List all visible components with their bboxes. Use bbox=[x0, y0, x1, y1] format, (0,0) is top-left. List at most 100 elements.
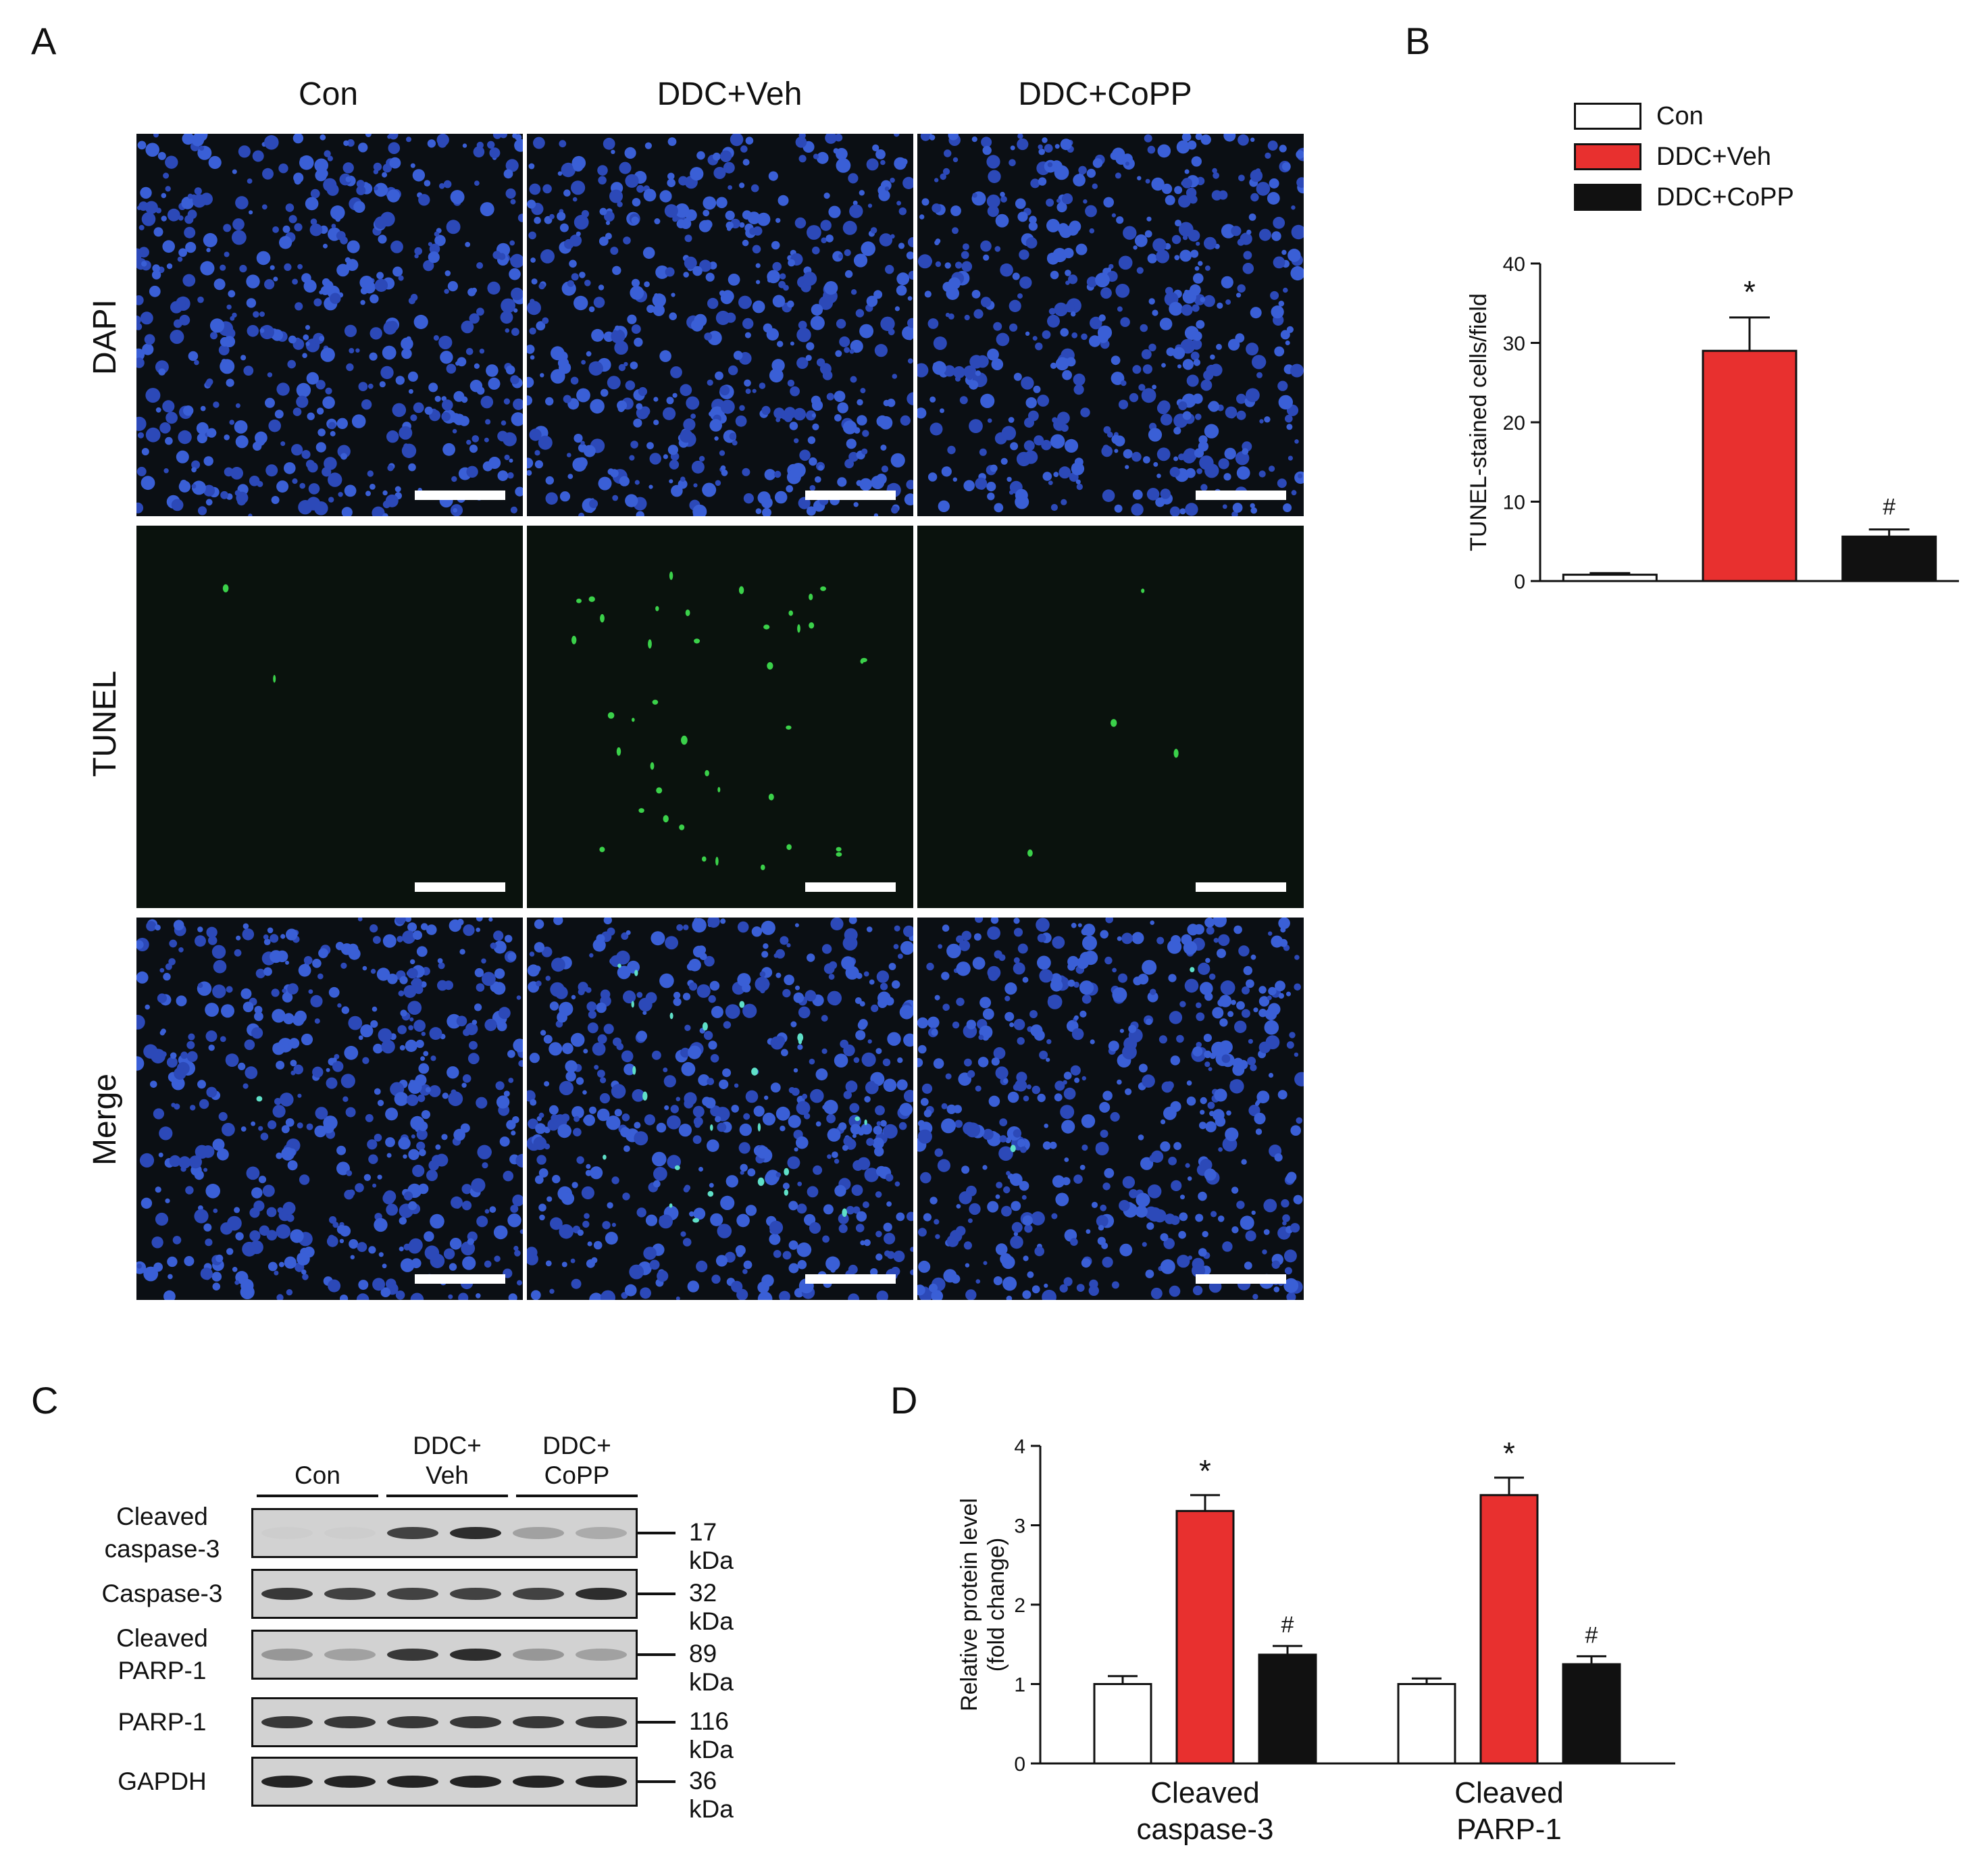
group-line-2: Con bbox=[295, 1461, 340, 1489]
y-tick-label: 3 bbox=[1014, 1515, 1025, 1538]
blot-label-line: PARP-1 bbox=[118, 1657, 207, 1684]
bar-con bbox=[1093, 1683, 1152, 1765]
kda-label: 36 kDa bbox=[689, 1767, 734, 1823]
blot-label-line: caspase-3 bbox=[104, 1535, 220, 1563]
micrograph-texture bbox=[136, 134, 523, 516]
blot-bands bbox=[261, 1588, 627, 1600]
legend-label-ddc-veh: DDC+Veh bbox=[1656, 142, 1772, 171]
group-underline bbox=[516, 1495, 638, 1497]
blot-band bbox=[450, 1716, 501, 1728]
legend-item-ddc-veh: DDC+Veh bbox=[1574, 136, 1794, 177]
y-tick-label: 1 bbox=[1014, 1674, 1025, 1697]
bar-ddc-copp bbox=[1841, 535, 1937, 582]
chart-b-tunel-counts: 0 10 20 30 40 TUNEL-stained cells/field * # bbox=[1466, 253, 1959, 593]
blot-band bbox=[450, 1527, 501, 1539]
y-tick-label: 10 bbox=[1503, 492, 1525, 514]
kda-label: 17 kDa bbox=[689, 1518, 734, 1574]
blot-label: Cleaved PARP-1 bbox=[88, 1622, 236, 1687]
scale-bar bbox=[415, 882, 505, 892]
micrograph-dapi-con bbox=[136, 134, 523, 516]
bar-ddc-veh bbox=[1479, 1494, 1539, 1765]
y-axis-label-line: Relative protein level bbox=[957, 1498, 982, 1711]
blot-band bbox=[450, 1588, 501, 1600]
micrograph-merge-con bbox=[136, 918, 523, 1300]
micrograph-texture bbox=[917, 134, 1304, 516]
group-line-1: DDC+ bbox=[542, 1432, 611, 1459]
blot-bands bbox=[261, 1716, 627, 1728]
y-axis-label: Relative protein level (fold change) bbox=[957, 1498, 1009, 1711]
x-category-label: Cleaved bbox=[1150, 1776, 1259, 1809]
scale-bar bbox=[415, 1274, 505, 1284]
legend-swatch-con bbox=[1574, 103, 1641, 130]
blot-label: Cleaved caspase-3 bbox=[88, 1501, 236, 1565]
blot-label-line: PARP-1 bbox=[118, 1708, 207, 1736]
y-axis-label: TUNEL-stained cells/field bbox=[1466, 293, 1492, 551]
micrograph-tunel-ddc-veh bbox=[527, 526, 913, 908]
micrograph-merge-ddc-copp bbox=[917, 918, 1304, 1300]
group-underline bbox=[257, 1495, 378, 1497]
bar-ddc-copp bbox=[1258, 1653, 1317, 1765]
significance-mark: # bbox=[1281, 1612, 1294, 1638]
blot-label-line: GAPDH bbox=[118, 1767, 207, 1795]
bar-con bbox=[1397, 1683, 1456, 1765]
significance-mark: * bbox=[1743, 274, 1756, 309]
micrograph-texture bbox=[1027, 588, 1179, 857]
blot-label: PARP-1 bbox=[88, 1706, 236, 1738]
blot-strip bbox=[251, 1569, 638, 1619]
blot-band bbox=[513, 1716, 564, 1728]
kda-label: 89 kDa bbox=[689, 1640, 734, 1696]
legend-item-ddc-copp: DDC+CoPP bbox=[1574, 177, 1794, 218]
blot-band bbox=[513, 1588, 564, 1600]
blot-band bbox=[387, 1716, 438, 1728]
bar-ddc-copp bbox=[1562, 1663, 1621, 1765]
group-underline bbox=[386, 1495, 508, 1497]
legend-swatch-ddc-copp bbox=[1574, 184, 1641, 211]
blot-band bbox=[513, 1527, 564, 1539]
column-label-ddc-copp: DDC+CoPP bbox=[1018, 76, 1192, 112]
x-category-label: PARP-1 bbox=[1456, 1813, 1562, 1846]
blot-label-line: Caspase-3 bbox=[101, 1580, 223, 1607]
blot-band bbox=[324, 1527, 376, 1539]
blot-bands bbox=[261, 1649, 627, 1661]
scale-bar bbox=[1196, 491, 1286, 500]
kda-marker-line bbox=[638, 1721, 676, 1724]
panel-letter-c: C bbox=[31, 1379, 59, 1422]
blot-label-line: Cleaved bbox=[116, 1503, 208, 1530]
legend-item-con: Con bbox=[1574, 96, 1794, 136]
significance-mark: # bbox=[1883, 495, 1895, 520]
blot-label: GAPDH bbox=[88, 1765, 236, 1798]
y-tick-label: 4 bbox=[1014, 1436, 1025, 1458]
panel-letter-b: B bbox=[1405, 20, 1431, 62]
micrograph-texture bbox=[571, 571, 867, 870]
x-category-label: Cleaved bbox=[1454, 1776, 1563, 1809]
blot-strip bbox=[251, 1757, 638, 1807]
blot-group-header: DDC+ CoPP bbox=[516, 1431, 638, 1497]
blot-band bbox=[261, 1588, 313, 1600]
y-tick-label: 30 bbox=[1503, 333, 1525, 355]
micrograph-texture bbox=[527, 134, 913, 516]
blot-band bbox=[261, 1776, 313, 1788]
y-tick-label: 40 bbox=[1503, 253, 1525, 276]
micrograph-texture bbox=[917, 918, 1304, 1300]
micrograph-dapi-ddc-copp bbox=[917, 134, 1304, 516]
y-axis-label-line: (fold change) bbox=[984, 1538, 1009, 1672]
blot-band bbox=[450, 1776, 501, 1788]
micrograph-tunel-con bbox=[136, 526, 523, 908]
blot-band bbox=[261, 1527, 313, 1539]
blot-band bbox=[576, 1716, 627, 1728]
group-line-2: Veh bbox=[426, 1461, 469, 1489]
blot-strip bbox=[251, 1508, 638, 1558]
group-line-1: DDC+ bbox=[413, 1432, 482, 1459]
blot-band bbox=[576, 1649, 627, 1661]
bar-ddc-veh bbox=[1702, 349, 1798, 582]
kda-label: 32 kDa bbox=[689, 1579, 734, 1635]
column-label-ddc-veh: DDC+Veh bbox=[657, 76, 802, 112]
significance-mark: * bbox=[1199, 1453, 1211, 1488]
micrograph-tunel-ddc-copp bbox=[917, 526, 1304, 908]
blot-band bbox=[513, 1776, 564, 1788]
micrograph-texture bbox=[222, 584, 276, 683]
kda-marker-line bbox=[638, 1532, 676, 1534]
blot-strip bbox=[251, 1697, 638, 1747]
blot-group-header: DDC+ Veh bbox=[386, 1431, 508, 1497]
y-tick-label: 0 bbox=[1014, 1753, 1025, 1776]
